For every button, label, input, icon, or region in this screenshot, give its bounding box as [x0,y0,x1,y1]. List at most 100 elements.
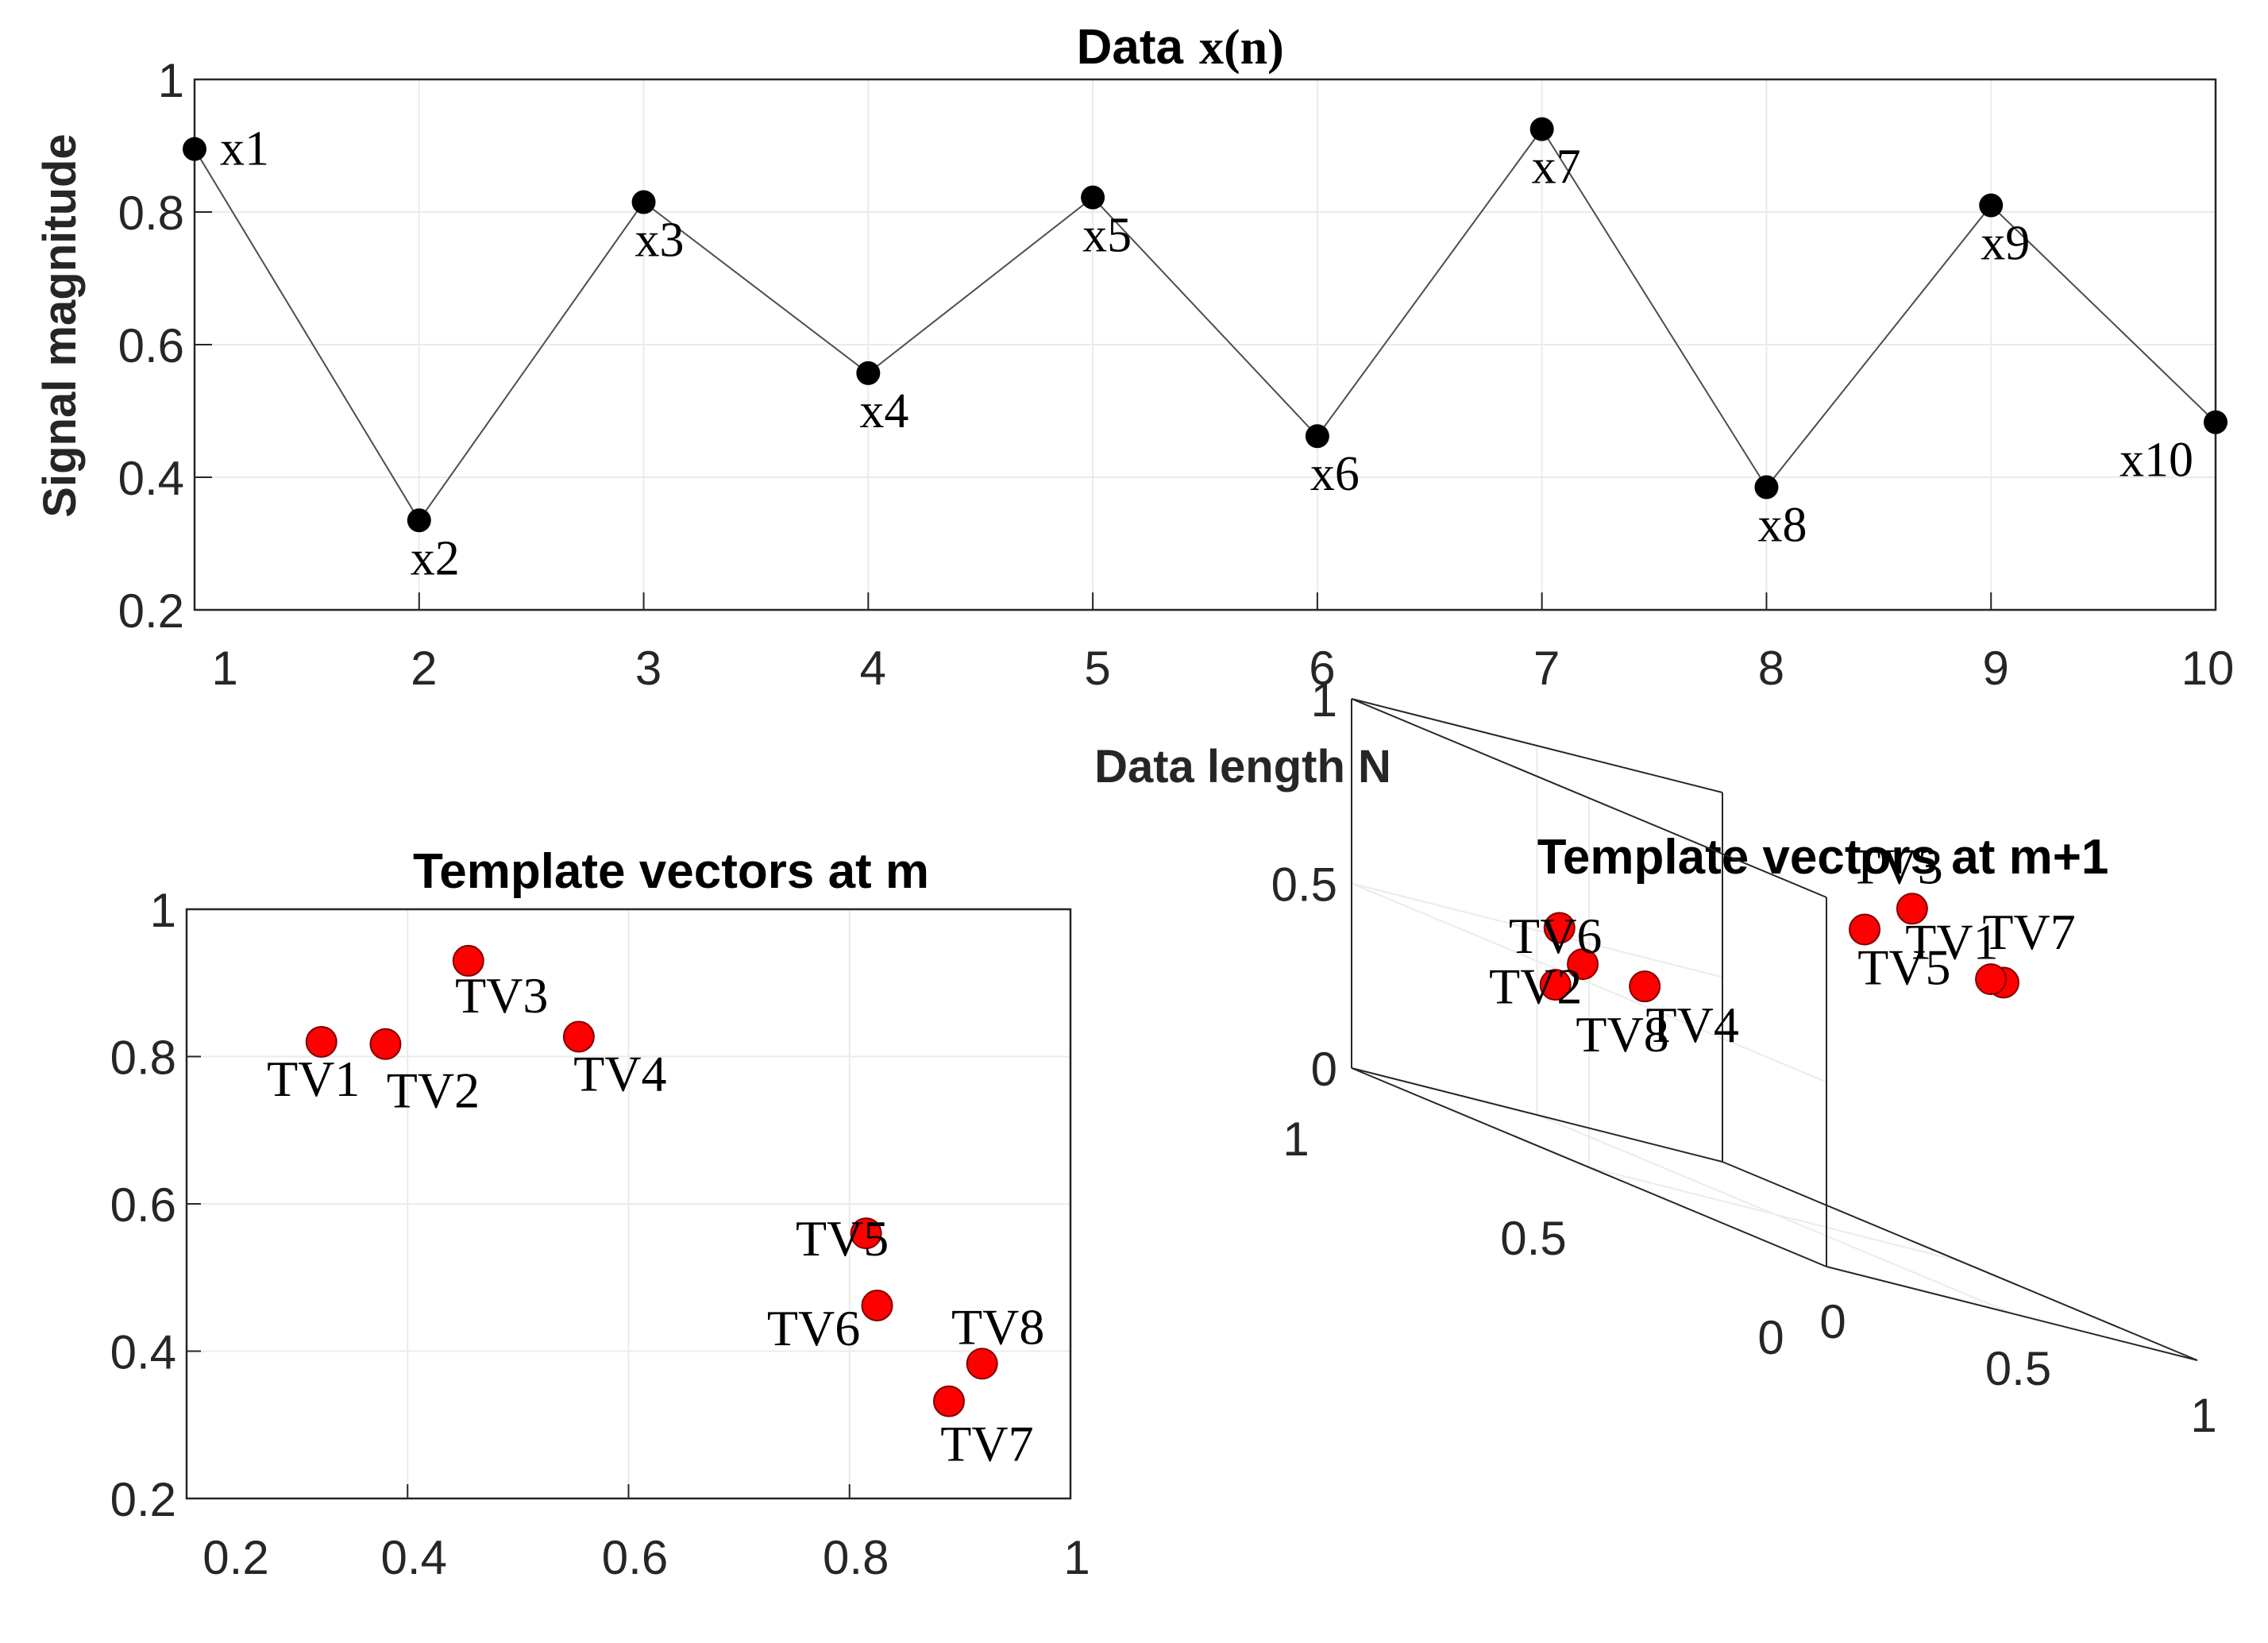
br-data-point [1543,912,1576,944]
bl-point-label: TV7 [940,1416,1033,1472]
top-xtick-label: 7 [1533,642,1560,695]
top-data-point [1754,475,1779,499]
top-chart-xlabel: Data length N [1094,741,1391,793]
top-chart-ylabel: Signal magnitude [34,133,86,517]
bl-point-label: TV4 [573,1045,666,1101]
top-data-point [1081,185,1105,210]
br-point-label: TV6 [1509,908,1602,964]
br-data-point [1849,913,1881,946]
br-point-label: TV3 [1850,838,1942,894]
top-ytick-label: 0.2 [118,584,184,638]
top-chart-points [183,117,2228,533]
top-xtick-label: 2 [411,642,437,695]
top-chart-grid [194,79,2216,611]
bottom-left-chart-title: Template vectors at m [413,844,929,899]
top-xtick-label: 6 [1309,642,1335,695]
top-point-label: x2 [411,531,460,585]
br-box-edge [1351,698,1827,898]
br-box-edge [1351,1067,1723,1163]
br-xtick-label: 1 [2190,1389,2216,1442]
bl-point-label: TV2 [387,1063,480,1119]
bl-point-label: TV1 [267,1051,360,1107]
top-point-label: x8 [1757,499,1807,553]
bl-data-point [861,1289,893,1321]
bl-data-point [369,1028,402,1060]
bottom-left-chart-grid [187,909,1070,1498]
bl-data-point [452,944,484,977]
br-data-point [1567,948,1599,981]
bl-ytick-label: 1 [150,884,176,937]
bl-point-label: TV6 [767,1300,860,1356]
top-point-label: x6 [1310,447,1360,501]
br-xtick-label: 0 [1819,1295,1846,1348]
bottom-right-chart: Template vectors at m+1 00.5100.5100.51 … [1271,673,2217,1442]
bl-axes-box [185,908,1072,1500]
bl-data-point [562,1020,595,1053]
bl-data-point [966,1348,998,1380]
bl-point-label: TV8 [951,1298,1044,1355]
top-ytick-label: 0.8 [118,187,184,240]
br-box-edge [1351,1067,1827,1267]
br-ytick-label: 0 [1757,1311,1784,1364]
br-box-edge [1826,1266,2198,1361]
top-xtick-label: 5 [1084,642,1110,695]
bl-data-point [850,1217,882,1250]
br-data-point [1975,963,2008,996]
bl-ytick-label: 0.4 [110,1326,176,1379]
top-data-point [183,137,206,161]
top-point-label: x10 [2120,434,2193,488]
br-point-label: TV8 [1576,1006,1668,1063]
br-data-point [1629,970,1661,1003]
bl-data-point [932,1385,965,1417]
top-point-label: x3 [635,213,685,267]
br-point-label: TV7 [1982,904,2075,960]
br-ztick-label: 0.5 [1271,858,1337,912]
br-point-label: TV1 [1905,913,1998,970]
br-point-label: TV5 [1857,939,1950,995]
bl-ytick-label: 0.6 [110,1178,176,1232]
top-ytick-label: 0.4 [118,452,184,505]
top-data-point [1979,193,2004,218]
br-ztick-label: 0 [1311,1043,1337,1096]
top-chart-ticks: 1 2 3 4 5 6 7 8 9 10 0.2 0.4 0.6 0.8 1 [118,54,2235,695]
bottom-left-chart-points [305,944,998,1417]
bl-data-point [305,1025,338,1058]
top-xtick-label: 8 [1758,642,1784,695]
top-point-label: x4 [859,384,908,438]
top-data-point [2204,410,2228,434]
top-point-label: x5 [1082,209,1132,263]
top-ytick-label: 1 [158,54,184,107]
top-xtick-label: 3 [635,642,662,695]
br-ytick-label: 0.5 [1500,1212,1566,1265]
bl-xtick-label: 0.6 [602,1531,668,1584]
top-xtick-label: 9 [1983,642,2009,695]
bl-xtick-label: 0.2 [202,1531,268,1584]
bottom-right-chart-title: Template vectors at m+1 [1537,830,2109,885]
bottom-left-chart-ticks: 0.2 0.4 0.6 0.8 1 0.2 0.4 0.6 0.8 1 [110,884,1090,1584]
top-chart-point-labels: x1 x2 x3 x4 x5 x6 x7 x8 x9 x10 [220,122,2193,586]
top-point-label: x9 [1981,217,2030,271]
bottom-right-chart-point-labels: TV1 TV2 TV3 TV4 TV5 TV6 TV7 TV8 [1489,838,2076,1063]
top-xtick-label: 1 [211,642,237,695]
top-xtick-label: 10 [2181,642,2235,695]
top-series-line [194,127,2216,523]
br-xtick-label: 0.5 [1985,1342,2051,1395]
top-chart-series [194,127,2216,523]
br-ztick-label: 1 [1311,673,1337,727]
br-data-point [1539,969,1572,1001]
top-data-point [631,190,656,214]
br-point-label: TV2 [1489,958,1582,1015]
bottom-left-chart: Template vectors at m 0.2 0.4 0.6 0.8 10.20.… [110,844,1090,1584]
br-data-point [1896,893,1928,925]
top-chart-title: Data [1077,20,1184,75]
bl-xtick-label: 1 [1063,1531,1090,1584]
bottom-left-chart-point-labels: TV1 TV2 TV3 TV4 TV5 TV6 TV7 TV8 [267,967,1044,1472]
top-data-point [1305,424,1329,449]
bl-point-label: TV3 [455,967,548,1024]
br-box-edge [1351,698,1723,793]
bl-ytick-label: 0.8 [110,1032,176,1085]
bottom-right-chart-box [1351,698,2198,1361]
